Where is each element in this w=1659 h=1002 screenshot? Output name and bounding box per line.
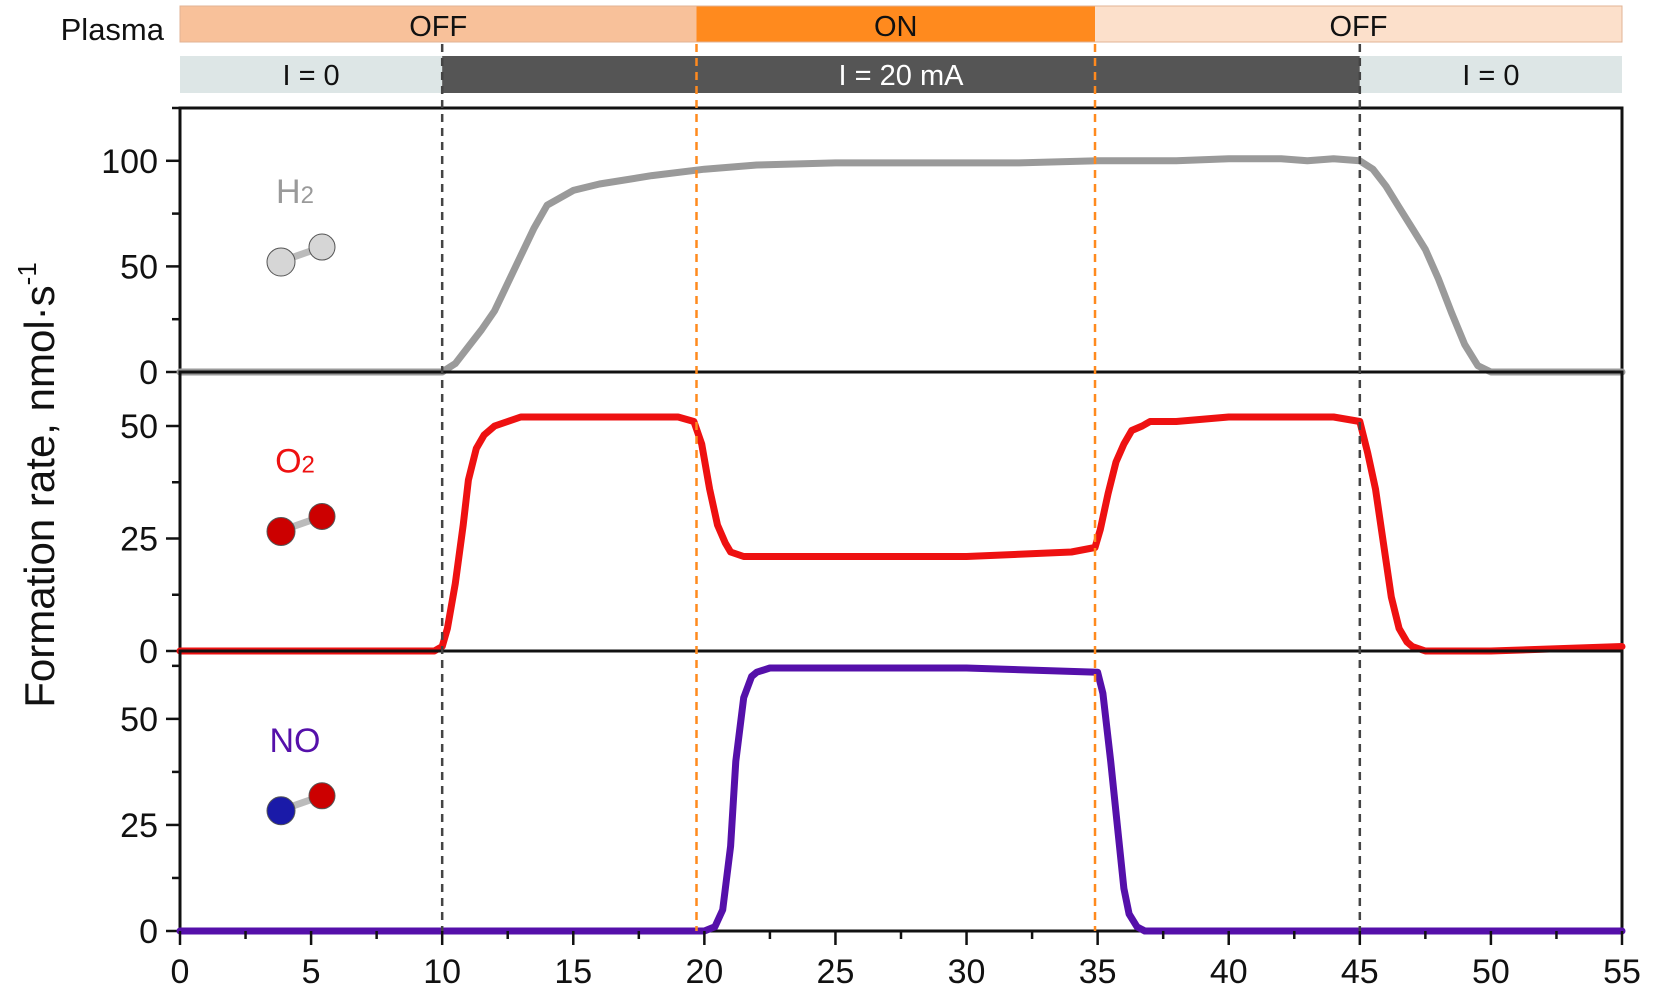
species-label-sub: 2 (302, 451, 315, 478)
x-tick-label: 15 (554, 953, 592, 991)
species-label-H2: H2 (276, 173, 314, 211)
panel-H2: 0 50 100 H2 (101, 106, 1626, 392)
y-tick-label: 100 (101, 143, 158, 181)
y-tick-label: 0 (139, 354, 158, 392)
plasma-band-label-2: OFF (1330, 11, 1388, 43)
y-axis-title: Formation rate, nmol·s-1 (12, 262, 63, 708)
species-label-main: NO (270, 722, 321, 760)
x-tick-label: 50 (1472, 953, 1510, 991)
x-tick-label: 45 (1341, 953, 1379, 991)
molecule-atom-icon (266, 247, 296, 277)
x-tick-label: 20 (685, 953, 723, 991)
molecule-atom-icon (308, 233, 336, 261)
plasma-row-label: Plasma (61, 12, 165, 47)
panel-frame-NO (178, 649, 1624, 933)
x-tick-label: 10 (423, 953, 461, 991)
current-band-label-0: I = 0 (282, 60, 339, 92)
x-tick-label: 5 (302, 953, 321, 991)
y-tick-label: 50 (120, 701, 158, 739)
series-line-NO (176, 664, 1626, 935)
plasma-band-label-1: ON (874, 11, 918, 43)
y-tick-label: 50 (120, 408, 158, 446)
plasma-band-0 (180, 6, 697, 42)
x-tick-label: 40 (1210, 953, 1248, 991)
plasma-band-1 (696, 6, 1096, 42)
x-tick-label: 35 (1079, 953, 1117, 991)
plasma-band-label-0: OFF (409, 11, 467, 43)
y-tick-label: 25 (120, 521, 158, 559)
molecule-atom-icon (308, 782, 336, 810)
y-tick-label: 25 (120, 807, 158, 845)
current-band-0 (180, 56, 443, 93)
series-line-H2 (176, 155, 1626, 376)
series-line-O2 (176, 413, 1626, 655)
condition-bands: Plasma OFF ON OFF I = 0 I = 20 mA I = 0 (61, 5, 1623, 93)
x-tick-label: 30 (948, 953, 986, 991)
x-tick-label: 55 (1603, 953, 1641, 991)
plasma-band-2 (1095, 6, 1622, 42)
panel-NO: 0 25 50 NO (120, 649, 1626, 951)
molecule-atom-icon (308, 502, 336, 530)
x-axis: 0 5 10 15 20 25 30 35 40 45 50 55 (171, 931, 1641, 991)
current-band-2 (1359, 56, 1622, 93)
y-tick-label: 50 (120, 248, 158, 286)
species-label-main: H (276, 173, 301, 211)
y-tick-label: 0 (139, 913, 158, 951)
species-label-NO: NO (270, 722, 321, 760)
plasma-band-border (179, 5, 1623, 43)
event-markers (440, 44, 1362, 931)
panel-O2: 0 25 50 O2 (120, 370, 1626, 671)
current-band-1 (442, 56, 1360, 93)
species-label-O2: O2 (275, 442, 315, 480)
molecule-atom-icon (266, 516, 296, 546)
species-label-main: O (275, 442, 301, 480)
y-axis-title-main: Formation rate, nmol·s (16, 285, 63, 707)
y-tick-label: 0 (139, 633, 158, 671)
species-label-sub: 2 (301, 182, 314, 209)
current-band-label-1: I = 20 mA (839, 60, 965, 92)
x-tick-label: 25 (817, 953, 855, 991)
current-band-label-2: I = 0 (1462, 60, 1519, 92)
x-tick-label: 0 (171, 953, 190, 991)
molecule-atom-icon (266, 796, 296, 826)
panel-frame-O2 (178, 370, 1624, 653)
panel-frame-H2 (178, 106, 1624, 374)
y-axis-title-sup: -1 (12, 262, 42, 285)
